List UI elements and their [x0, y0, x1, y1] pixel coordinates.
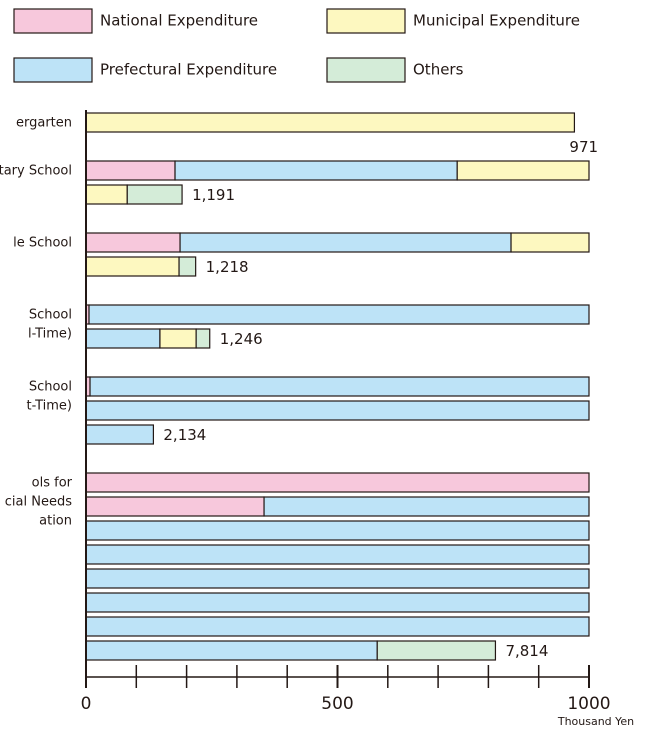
bar-segment — [178, 256, 197, 277]
bar-segment — [85, 400, 590, 421]
bar-segment — [85, 496, 265, 517]
bar-segment — [88, 304, 590, 325]
legend-label: Others — [413, 61, 464, 79]
x-tick-label: 0 — [81, 694, 92, 714]
bar-segment — [85, 160, 176, 181]
bar-segment — [126, 184, 183, 205]
category-label: l-Time) — [28, 327, 72, 342]
x-tick-label: 500 — [321, 694, 353, 714]
total-label: 1,246 — [220, 330, 263, 348]
bar-segment — [195, 328, 211, 349]
category-label: le School — [13, 236, 72, 251]
legend-swatch — [326, 57, 406, 83]
category-label: School — [29, 308, 72, 323]
x-tick-label: 1000 — [567, 694, 610, 714]
bar-segment — [179, 232, 512, 253]
bar-segment — [263, 496, 590, 517]
bar-segment — [85, 520, 590, 541]
x-axis-label: Thousand Yen — [557, 715, 634, 728]
bar-segment — [174, 160, 458, 181]
category-label: t-Time) — [27, 399, 72, 414]
bar-segment — [85, 184, 128, 205]
bar-segment — [85, 544, 590, 565]
bar-segment — [85, 472, 590, 493]
bar-segment — [85, 112, 576, 133]
bar-segment — [510, 232, 590, 253]
legend-swatch — [13, 57, 93, 83]
total-label: 1,218 — [206, 258, 249, 276]
bar-segment — [85, 424, 155, 445]
category-label: School — [29, 380, 72, 395]
bar-segment — [376, 640, 497, 661]
bar-segment — [159, 328, 197, 349]
bar-segment — [85, 616, 590, 637]
bar-segment — [85, 640, 378, 661]
bar-segment — [89, 376, 590, 397]
bar-segment — [85, 328, 161, 349]
category-label: ation — [39, 514, 72, 529]
total-label: 1,191 — [192, 186, 235, 204]
total-label: 971 — [569, 138, 598, 156]
legend-label: Prefectural Expenditure — [100, 61, 277, 79]
legend-swatch — [326, 8, 406, 34]
bar-segment — [85, 256, 180, 277]
bar-segment — [85, 568, 590, 589]
category-label: ergarten — [16, 116, 72, 131]
total-label: 7,814 — [505, 642, 548, 660]
bar-segment — [85, 592, 590, 613]
legend-label: Municipal Expenditure — [413, 12, 580, 30]
legend-label: National Expenditure — [100, 12, 258, 30]
category-label: ols for — [32, 476, 73, 491]
bar-segment — [85, 232, 181, 253]
category-label: cial Needs — [5, 495, 72, 510]
bar-segment — [456, 160, 590, 181]
legend-swatch — [13, 8, 93, 34]
total-label: 2,134 — [163, 426, 206, 444]
category-label: ntary School — [0, 164, 72, 179]
